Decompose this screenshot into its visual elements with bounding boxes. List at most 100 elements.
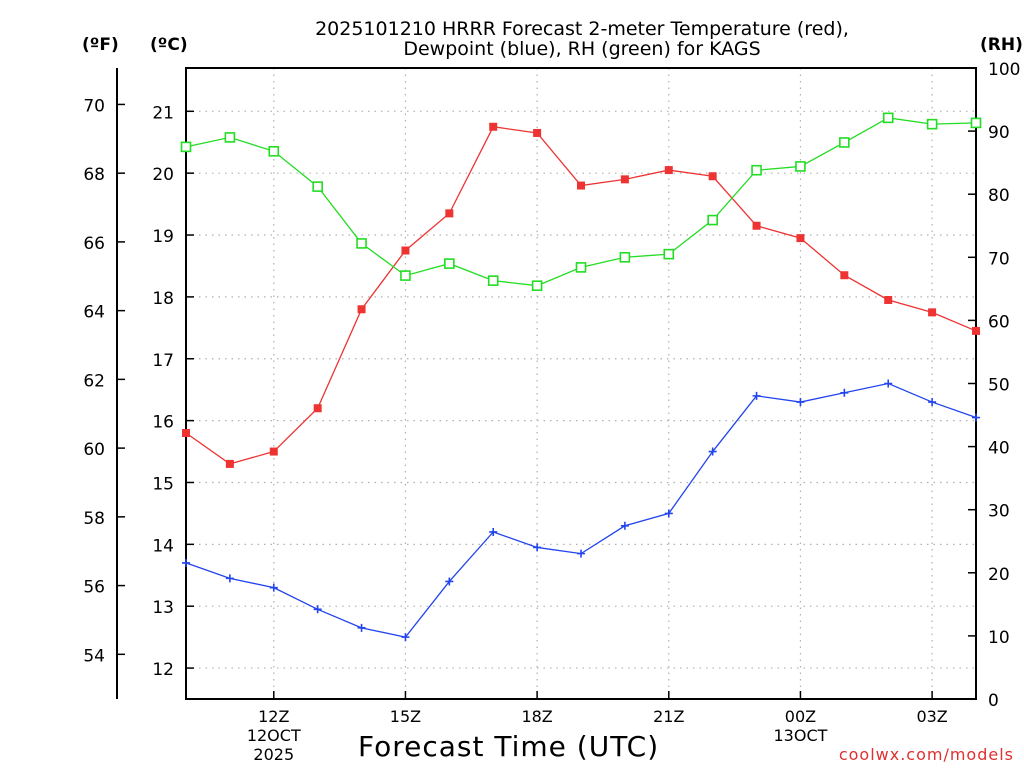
relative-humidity-point [619, 252, 631, 263]
rh-tick-label: 40 [988, 439, 1010, 459]
dewpoint-point [269, 583, 278, 592]
relative-humidity-point [531, 280, 543, 291]
relative-humidity-point [575, 262, 587, 273]
dewpoint-point [445, 577, 454, 586]
relative-humidity-point [400, 270, 411, 281]
dewpoint-point [489, 527, 498, 536]
celsius-tick-label: 15 [152, 474, 174, 494]
dewpoint-point [225, 574, 234, 583]
temperature-point [796, 234, 805, 243]
rh-unit-label: (RH) [980, 35, 1023, 55]
relative-humidity-point [180, 141, 192, 153]
relative-humidity-point [707, 214, 718, 226]
relative-humidity-point [356, 238, 367, 249]
temperature-point [708, 172, 717, 181]
x-tick-label: 12Z [258, 707, 289, 726]
relative-humidity-point [926, 118, 938, 130]
x-tick-label: 12OCT [247, 726, 301, 745]
temperature-point [577, 181, 585, 190]
x-tick-label: 00Z [785, 707, 816, 726]
chart-title-line-1: 2025101210 HRRR Forecast 2-meter Tempera… [315, 18, 849, 40]
celsius-tick-label: 14 [152, 536, 174, 556]
temperature-point [664, 166, 673, 175]
temperature-point [752, 221, 761, 230]
temperature-point [620, 175, 629, 184]
rh-tick-label: 60 [988, 312, 1010, 332]
fahrenheit-tick-label: 66 [83, 234, 105, 254]
dewpoint-point [357, 623, 366, 632]
celsius-tick-label: 17 [152, 351, 174, 371]
x-tick-label: 21Z [653, 707, 684, 726]
celsius-tick-label: 21 [152, 103, 174, 123]
temperature-line [185, 126, 977, 465]
fahrenheit-tick-label: 70 [83, 96, 105, 116]
temperature-point [840, 271, 849, 280]
dewpoint-point [533, 543, 542, 552]
fahrenheit-tick-label: 60 [83, 440, 105, 460]
plot-frame [185, 67, 977, 700]
relative-humidity-point [970, 117, 982, 129]
dewpoint-point [182, 558, 190, 567]
rh-tick-label: 80 [988, 186, 1010, 206]
dewpoint-point [401, 633, 410, 642]
rh-tick-label: 10 [988, 628, 1010, 648]
rh-tick-label: 100 [988, 60, 1020, 80]
celsius-tick-label: 16 [152, 413, 174, 433]
dewpoint-point [313, 605, 322, 614]
relative-humidity-point [839, 137, 850, 148]
temperature-point [401, 246, 410, 255]
celsius-unit-label: (ºC) [150, 35, 188, 55]
relative-humidity-point [224, 132, 236, 143]
dewpoint-point [708, 447, 717, 456]
dewpoint-point [577, 549, 585, 558]
relative-humidity-point [882, 112, 894, 124]
relative-humidity-point [795, 161, 806, 172]
x-axis-label: Forecast Time (UTC) [358, 730, 660, 763]
credit-link[interactable]: coolwx.com/models [838, 745, 1014, 764]
fahrenheit-tick-label: 62 [83, 371, 105, 391]
fahrenheit-tick-label: 68 [83, 165, 105, 185]
dewpoint-point [664, 509, 673, 518]
temperature-point [313, 404, 322, 413]
fahrenheit-tick-label: 64 [83, 303, 105, 323]
temperature-point [445, 209, 454, 218]
x-tick-label: 18Z [521, 707, 552, 726]
relative-humidity-point [268, 145, 280, 157]
relative-humidity-point [663, 248, 675, 260]
temperature-point [533, 128, 542, 137]
celsius-tick-label: 18 [152, 289, 174, 309]
relative-humidity-line [185, 117, 977, 287]
chart-title-line-2: Dewpoint (blue), RH (green) for KAGS [403, 38, 761, 60]
temperature-point [489, 122, 498, 131]
x-tick-label: 13OCT [773, 726, 827, 745]
temperature-point [225, 459, 234, 468]
dewpoint-point [620, 521, 629, 530]
celsius-tick-label: 13 [152, 598, 174, 618]
rh-tick-label: 20 [988, 565, 1010, 585]
dewpoint-point [796, 398, 805, 407]
fahrenheit-tick-label: 58 [83, 509, 105, 529]
rh-tick-label: 70 [988, 249, 1010, 269]
rh-tick-label: 90 [988, 123, 1010, 143]
relative-humidity-point [751, 164, 762, 176]
relative-humidity-point [312, 181, 323, 192]
rh-tick-label: 50 [988, 376, 1010, 396]
fahrenheit-tick-label: 56 [83, 578, 105, 598]
x-tick-label: 15Z [390, 707, 421, 726]
relative-humidity-point [487, 275, 499, 286]
fahrenheit-unit-label: (ºF) [82, 35, 119, 55]
temperature-point [182, 428, 190, 437]
rh-tick-label: 0 [988, 691, 999, 711]
dewpoint-point [840, 388, 849, 397]
celsius-tick-label: 20 [152, 165, 174, 185]
dewpoint-point [972, 413, 980, 422]
celsius-tick-label: 19 [152, 227, 174, 247]
x-tick-label: 2025 [253, 745, 294, 764]
relative-humidity-point [444, 258, 455, 269]
x-tick-label: 03Z [916, 707, 947, 726]
dewpoint-point [884, 379, 893, 388]
rh-tick-label: 30 [988, 502, 1010, 522]
grid-lines [186, 68, 976, 699]
